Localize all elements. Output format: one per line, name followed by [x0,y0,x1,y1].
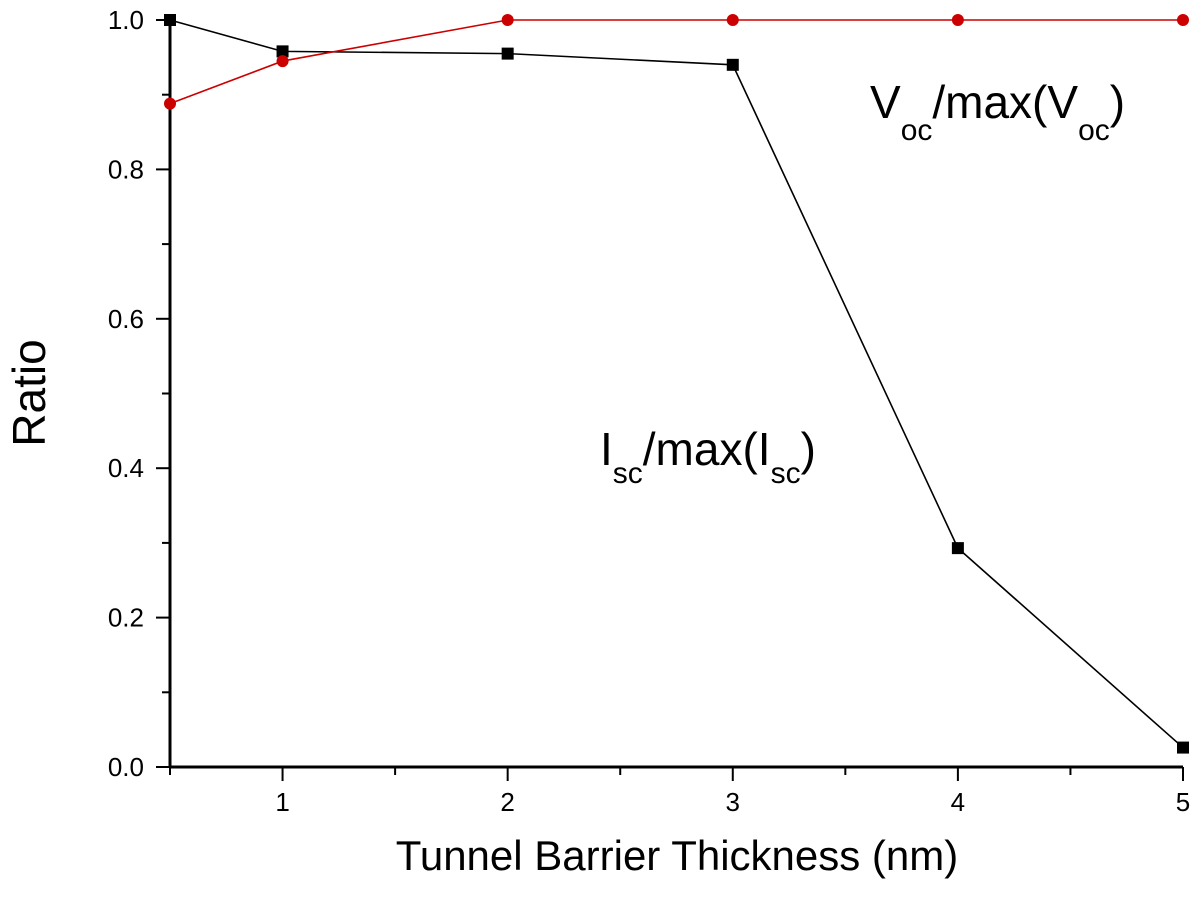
series-isc [164,14,1189,754]
x-tick-label: 2 [500,787,514,817]
data-point-square [951,542,964,555]
axes [168,18,1183,769]
data-point-square [501,47,514,60]
y-tick-label: 0.2 [108,603,144,633]
data-point-square [726,58,739,71]
x-tick-label: 4 [951,787,965,817]
x-tick-label: 5 [1176,787,1190,817]
voc-annotation-end: ) [1110,76,1125,128]
isc-annotation-sub: sc [613,457,643,490]
x-tick-label: 1 [275,787,289,817]
data-point-square [164,14,176,26]
data-point-circle [726,14,739,26]
series-layer [164,14,1189,754]
isc-annotation-end: ) [801,423,816,475]
y-tick-label: 1.0 [108,5,144,35]
voc-annotation-mid: /max(V [932,76,1078,128]
series-line [169,19,1183,105]
y-axis-title: Ratio [3,339,55,446]
voc-annotation-sub2: oc [1078,114,1110,147]
data-point-square [1177,741,1189,754]
data-point-circle [501,14,514,26]
y-tick-label: 0.0 [108,752,144,782]
data-point-circle [164,97,176,110]
isc-annotation-base: I [600,423,613,475]
isc-annotation: Isc/max(Isc) [600,423,816,490]
tick-labels: 1 2 3 4 5 0.0 0.2 0.4 0.6 0.8 1.0 [108,5,1190,817]
isc-annotation-mid: /max(I [643,423,771,475]
ticks [156,19,1184,781]
series-voc [164,14,1189,110]
data-point-circle [951,14,964,26]
voc-annotation-base: V [870,76,901,128]
data-point-circle [276,55,289,68]
y-tick-label: 0.6 [108,304,144,334]
voc-annotation-sub: oc [901,114,933,147]
voc-annotation: Voc/max(Voc) [870,76,1125,147]
x-tick-label: 3 [726,787,740,817]
isc-annotation-sub2: sc [771,457,801,490]
data-point-circle [1177,14,1189,26]
y-tick-label: 0.8 [108,154,144,184]
series-line [169,19,1184,749]
x-axis-title: Tunnel Barrier Thickness (nm) [396,832,959,879]
y-tick-label: 0.4 [108,453,144,483]
data-point-square [276,45,289,58]
